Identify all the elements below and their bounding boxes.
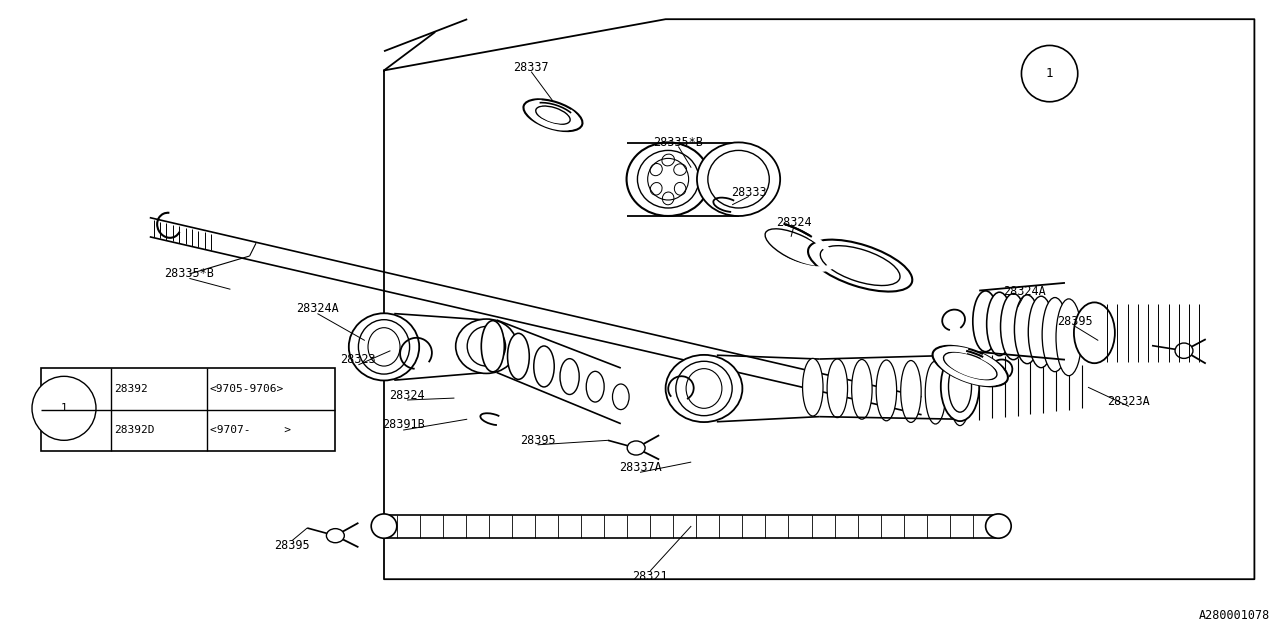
- Text: 28395: 28395: [274, 539, 310, 552]
- Ellipse shape: [1015, 295, 1039, 364]
- Ellipse shape: [666, 355, 742, 422]
- Ellipse shape: [933, 346, 1007, 387]
- Text: 28337: 28337: [513, 61, 549, 74]
- Ellipse shape: [987, 292, 1012, 356]
- Text: 28337A: 28337A: [618, 461, 662, 474]
- Text: 28333: 28333: [731, 186, 767, 198]
- FancyBboxPatch shape: [41, 368, 335, 451]
- Text: 28395: 28395: [1057, 316, 1093, 328]
- Ellipse shape: [627, 143, 710, 216]
- Ellipse shape: [1042, 298, 1068, 372]
- Text: <9707-     >: <9707- >: [210, 426, 291, 435]
- Ellipse shape: [827, 359, 847, 417]
- Ellipse shape: [1001, 294, 1027, 360]
- Ellipse shape: [941, 352, 979, 421]
- Text: 28324: 28324: [776, 216, 812, 229]
- Text: 28395: 28395: [520, 434, 556, 447]
- Text: 28321: 28321: [632, 570, 668, 582]
- Ellipse shape: [749, 220, 833, 269]
- Ellipse shape: [612, 384, 630, 410]
- Text: 28324: 28324: [389, 389, 425, 402]
- Ellipse shape: [326, 529, 344, 543]
- Ellipse shape: [950, 362, 970, 426]
- Text: 28335*B: 28335*B: [165, 268, 214, 280]
- Ellipse shape: [986, 514, 1011, 538]
- Ellipse shape: [456, 319, 517, 373]
- Circle shape: [1021, 45, 1078, 102]
- Text: 28323A: 28323A: [1107, 396, 1151, 408]
- Circle shape: [32, 376, 96, 440]
- Text: A280001078: A280001078: [1198, 609, 1270, 622]
- Text: <9705-9706>: <9705-9706>: [210, 384, 284, 394]
- Ellipse shape: [973, 291, 998, 351]
- Ellipse shape: [561, 358, 580, 394]
- Text: 1: 1: [1046, 67, 1053, 80]
- Ellipse shape: [808, 239, 913, 292]
- Ellipse shape: [1056, 299, 1082, 376]
- Ellipse shape: [534, 346, 554, 387]
- Text: 28392: 28392: [114, 384, 147, 394]
- Ellipse shape: [1074, 303, 1115, 364]
- Text: 28335*B: 28335*B: [654, 136, 703, 148]
- Text: 28392D: 28392D: [114, 426, 155, 435]
- Ellipse shape: [348, 313, 420, 380]
- Ellipse shape: [901, 360, 922, 422]
- Ellipse shape: [925, 361, 946, 424]
- Ellipse shape: [698, 143, 781, 216]
- Ellipse shape: [481, 321, 504, 372]
- Ellipse shape: [1175, 343, 1193, 358]
- Ellipse shape: [851, 360, 872, 419]
- Text: 28324A: 28324A: [296, 302, 339, 315]
- Text: 1: 1: [60, 403, 68, 413]
- Text: 28324A: 28324A: [1002, 285, 1046, 298]
- Ellipse shape: [627, 441, 645, 455]
- Ellipse shape: [876, 360, 896, 421]
- Ellipse shape: [803, 358, 823, 416]
- Ellipse shape: [1028, 296, 1053, 367]
- Ellipse shape: [586, 371, 604, 402]
- Ellipse shape: [508, 333, 530, 380]
- Text: 28391B: 28391B: [381, 419, 425, 431]
- Text: 28323: 28323: [340, 353, 376, 366]
- Ellipse shape: [371, 514, 397, 538]
- Polygon shape: [384, 19, 1254, 579]
